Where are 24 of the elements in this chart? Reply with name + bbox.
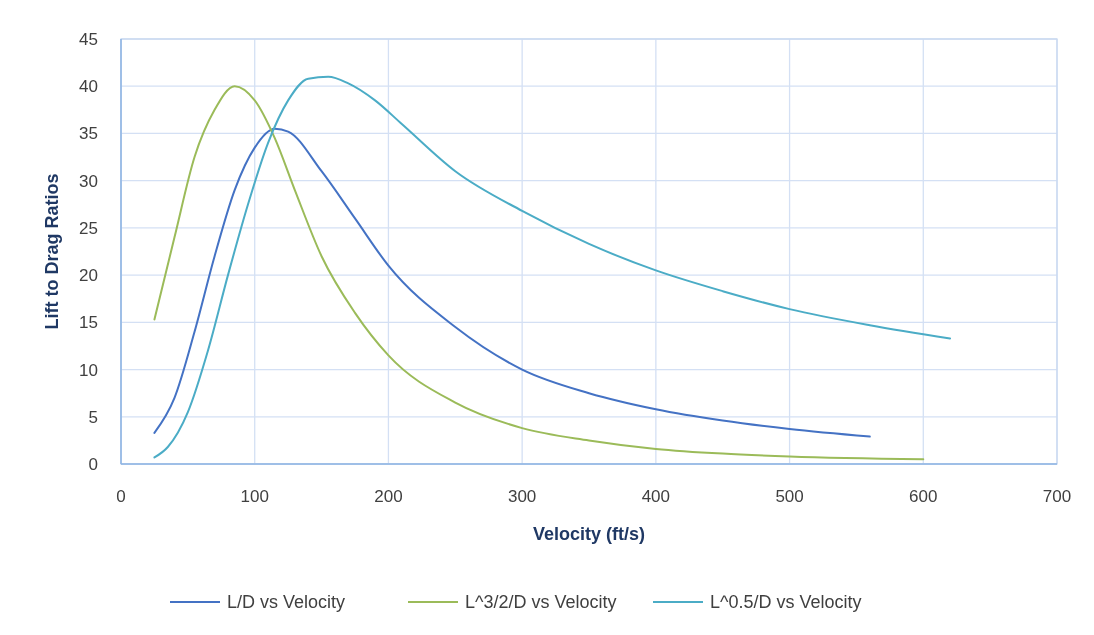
y-tick-label: 40 bbox=[79, 77, 98, 97]
y-tick-label: 25 bbox=[79, 218, 98, 238]
legend-label: L/D vs Velocity bbox=[227, 592, 346, 612]
x-tick-label: 0 bbox=[116, 487, 126, 506]
x-tick-label: 100 bbox=[240, 487, 269, 506]
x-axis-title: Velocity (ft/s) bbox=[532, 524, 646, 544]
x-tick-label: 600 bbox=[909, 487, 938, 506]
y-tick-label: 0 bbox=[88, 455, 98, 474]
x-tick-label: 500 bbox=[775, 487, 804, 506]
line-series bbox=[153, 127, 871, 438]
y-tick-label: 10 bbox=[79, 360, 98, 380]
y-tick-label: 45 bbox=[79, 30, 98, 49]
x-tick-label: 200 bbox=[374, 487, 403, 506]
x-tick-label: 400 bbox=[641, 487, 671, 506]
y-tick-label: 5 bbox=[88, 407, 98, 427]
y-tick-label: 35 bbox=[79, 124, 98, 144]
x-tick-label: 700 bbox=[1042, 487, 1072, 506]
x-tick-label: 300 bbox=[507, 487, 537, 506]
legend-label: L^0.5/D vs Velocity bbox=[710, 592, 862, 612]
y-tick-label: 30 bbox=[79, 171, 98, 191]
y-tick-label: 20 bbox=[79, 266, 98, 286]
y-axis-title: Lift to Drag Ratios bbox=[42, 173, 62, 330]
legend-label: L^3/2/D vs Velocity bbox=[465, 592, 617, 612]
y-tick-label: 15 bbox=[79, 313, 98, 333]
